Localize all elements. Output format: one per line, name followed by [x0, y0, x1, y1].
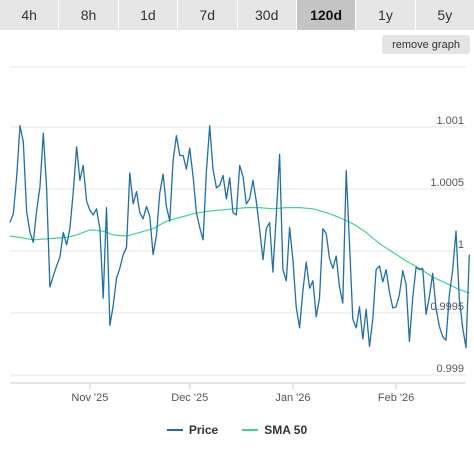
time-range-tabs: 4h 8h 1d 7d 30d 120d 1y 5y: [0, 0, 474, 30]
tab-7d[interactable]: 7d: [178, 0, 237, 30]
series-line-price[interactable]: [9, 125, 470, 349]
tab-1d[interactable]: 1d: [118, 0, 178, 30]
remove-graph-button[interactable]: remove graph: [382, 35, 470, 54]
x-tick-label: Dec '25: [171, 392, 208, 404]
legend-label-price: Price: [188, 423, 219, 437]
chart-legend: Price SMA 50: [0, 420, 474, 440]
series-line-sma-50[interactable]: [9, 207, 470, 294]
legend-item-sma-50[interactable]: SMA 50: [242, 423, 307, 437]
x-tick-label: Jan '26: [275, 392, 310, 404]
y-tick-label: 1: [458, 239, 464, 251]
x-axis: Nov '25 Dec '25 Jan '26 Feb '26: [10, 382, 466, 404]
price-chart: 1.001 1.0005 1 0.9995 0.999 Nov '25 Dec '25 Ja…: [9, 66, 470, 404]
legend-label-sma-50: SMA 50: [264, 423, 308, 437]
chart-series: [9, 125, 470, 349]
tab-8h[interactable]: 8h: [59, 0, 118, 30]
x-tick-label: Nov '25: [71, 392, 108, 404]
y-tick-label: 0.999: [436, 363, 464, 375]
tab-30d[interactable]: 30d: [237, 0, 296, 30]
y-tick-label: 1.001: [436, 115, 464, 127]
tab-4h[interactable]: 4h: [0, 0, 59, 30]
legend-line-price-icon: [166, 429, 183, 431]
y-tick-label: 1.0005: [430, 177, 464, 189]
tab-1y[interactable]: 1y: [356, 0, 415, 30]
tab-5y[interactable]: 5y: [415, 0, 474, 30]
legend-line-sma-icon: [242, 429, 259, 431]
legend-item-price[interactable]: Price: [166, 423, 219, 437]
chart-gridlines: [10, 66, 466, 376]
x-tick-label: Feb '26: [378, 392, 414, 404]
tab-120d[interactable]: 120d: [296, 0, 356, 30]
y-axis-labels: 1.001 1.0005 1 0.9995 0.999: [430, 115, 464, 375]
y-tick-label: 0.9995: [430, 301, 464, 313]
